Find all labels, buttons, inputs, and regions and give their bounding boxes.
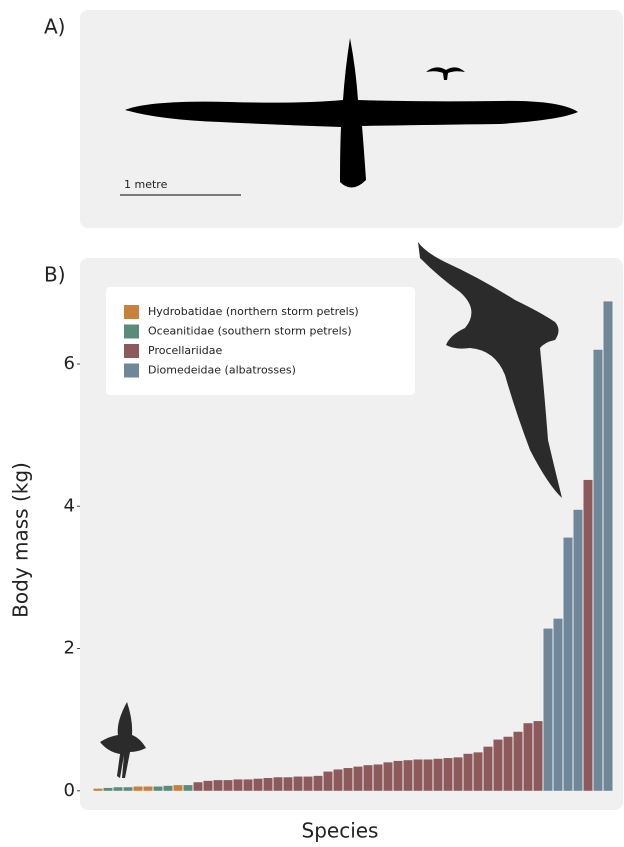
x-axis-label: Species: [302, 819, 379, 843]
bar: [584, 480, 593, 791]
bar: [534, 721, 543, 791]
bar: [334, 769, 343, 790]
bar: [184, 785, 193, 791]
bar: [414, 759, 423, 790]
bar: [104, 788, 113, 791]
bar: [564, 538, 573, 791]
bar: [384, 762, 393, 790]
y-tick-label: 2: [64, 638, 75, 659]
bar: [364, 765, 373, 791]
bar: [284, 777, 293, 791]
legend-box: [106, 287, 415, 395]
bar: [194, 782, 203, 791]
bar: [424, 759, 433, 790]
bar: [224, 780, 233, 791]
legend-swatch: [124, 364, 139, 378]
bar: [524, 723, 533, 791]
y-tick-label: 0: [64, 780, 75, 801]
legend-swatch: [124, 344, 139, 358]
bar: [444, 758, 453, 791]
bar: [504, 737, 513, 791]
bar: [394, 761, 403, 791]
bar: [264, 778, 273, 791]
bar: [164, 786, 173, 791]
panel-label: B): [44, 263, 66, 287]
panel-label: A): [44, 15, 65, 39]
bar: [314, 776, 323, 791]
legend-label: Diomedeidae (albatrosses): [148, 364, 296, 377]
legend-swatch: [124, 305, 139, 319]
bar: [244, 779, 253, 790]
bar: [484, 747, 493, 791]
bar: [474, 752, 483, 790]
legend-label: Procellariidae: [148, 344, 222, 357]
bar: [594, 350, 603, 791]
bar: [214, 780, 223, 791]
bar: [324, 772, 333, 791]
bar: [144, 787, 153, 791]
bar: [464, 754, 473, 791]
bar: [274, 777, 283, 791]
bar: [514, 732, 523, 791]
figure: A) 1 metre B) Species Body mass (kg) Hyd…: [0, 0, 624, 843]
legend-label: Hydrobatidae (northern storm petrels): [148, 305, 359, 318]
bar: [254, 779, 263, 791]
bar: [434, 759, 443, 791]
bar: [544, 629, 553, 791]
bar: [374, 764, 383, 790]
bar: [554, 619, 563, 791]
y-tick-label: 4: [64, 495, 75, 516]
bar: [454, 757, 463, 790]
bar: [354, 767, 363, 791]
bar: [494, 740, 503, 791]
bar: [344, 768, 353, 791]
legend-label: Oceanitidae (southern storm petrels): [148, 325, 352, 338]
y-tick-label: 6: [64, 353, 75, 374]
bar: [604, 301, 613, 790]
bar: [174, 785, 183, 791]
bar: [574, 510, 583, 791]
bar: [124, 787, 133, 791]
bar: [304, 777, 313, 791]
bar: [204, 781, 213, 791]
bar: [404, 760, 413, 791]
bar: [94, 789, 103, 791]
bar: [294, 777, 303, 791]
bar: [154, 787, 163, 791]
y-axis-label: Body mass (kg): [9, 462, 33, 618]
legend-swatch: [124, 325, 139, 339]
bar: [114, 787, 123, 791]
bar: [234, 779, 243, 790]
bar: [134, 787, 143, 791]
scale-label: 1 metre: [124, 178, 168, 191]
